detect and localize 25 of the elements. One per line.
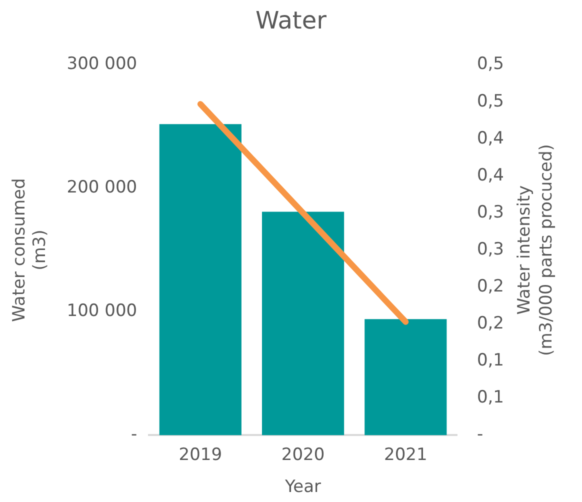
y2-tick-label: 0,2	[476, 276, 504, 296]
y2-tick-label: 0,2	[476, 314, 504, 334]
y-tick-label: 100 000	[66, 301, 138, 322]
y2-tick-label: 0,4	[476, 165, 504, 186]
y-tick-label: 200 000	[66, 178, 138, 198]
y-axis-title: Water consumed (m3)	[10, 178, 50, 322]
bar	[159, 124, 242, 436]
y2-tick-label: 0,5	[476, 54, 504, 74]
chart-title: Water	[256, 6, 327, 35]
x-tick-label: 2021	[384, 444, 428, 465]
x-tick-label: 2019	[178, 444, 222, 465]
y-tick-label: 300 000	[66, 54, 138, 74]
y2-axis-title: Water intensity (m3/000 parts procuced)	[514, 144, 556, 356]
bar	[364, 319, 447, 436]
y-tick-label: -	[130, 424, 138, 445]
y2-tick-label: 0,3	[476, 202, 504, 222]
y2-tick-label: 0,1	[476, 350, 504, 371]
bar	[262, 212, 344, 436]
y2-tick-label: 0,4	[476, 128, 504, 148]
x-axis-title: Year	[284, 477, 322, 498]
y2-tick-label: 0,1	[476, 388, 504, 408]
y2-tick-label: 0,5	[476, 91, 504, 112]
x-tick-label: 2020	[281, 444, 325, 465]
y2-tick-label: -	[476, 424, 484, 445]
y2-tick-label: 0,3	[476, 239, 504, 260]
